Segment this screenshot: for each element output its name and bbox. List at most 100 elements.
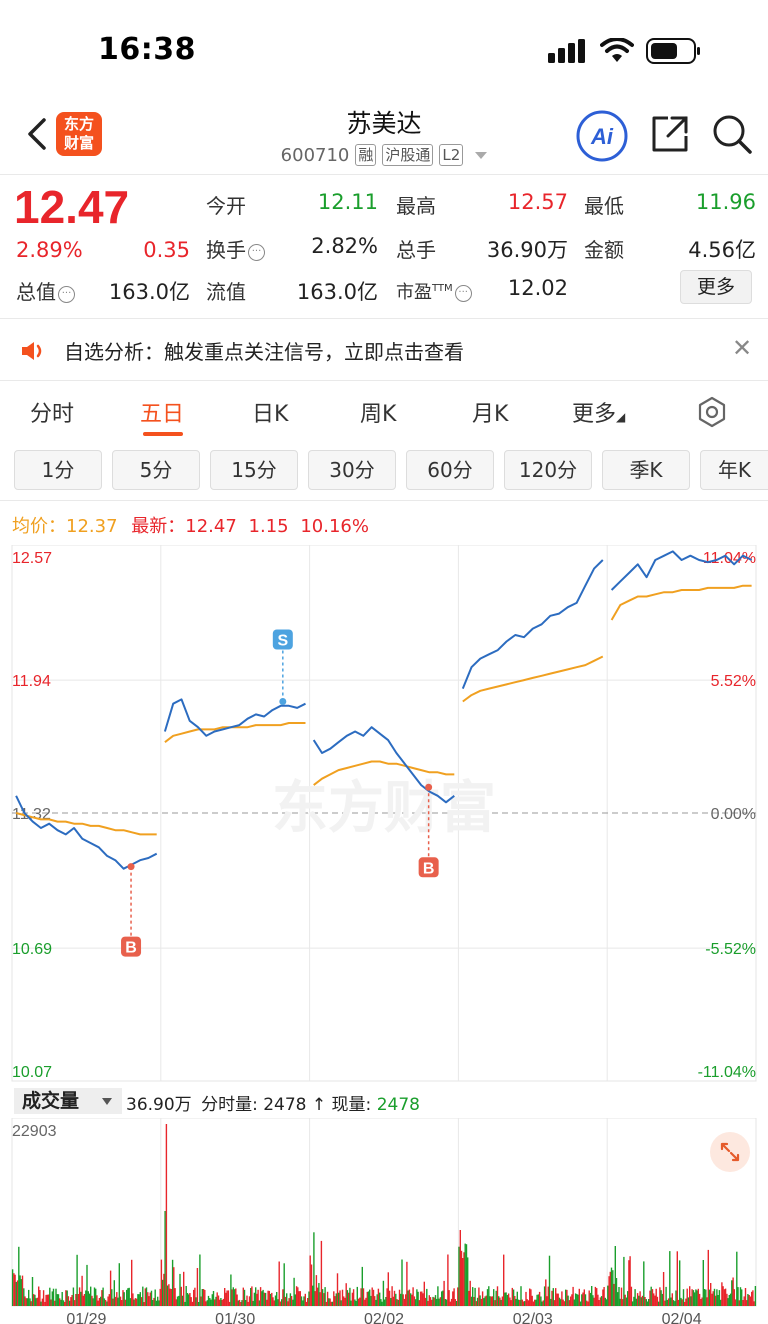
signal-label: B: [423, 860, 435, 877]
battery-icon: [646, 38, 700, 64]
tab-60min[interactable]: 60分: [406, 450, 494, 490]
app-logo[interactable]: 东方 财富: [56, 112, 102, 156]
price-line: [312, 726, 455, 804]
tab-30min[interactable]: 30分: [308, 450, 396, 490]
minute-tabs: 1分 5分 15分 30分 60分 120分 季K 年K: [0, 450, 768, 492]
amount-label: 金额: [584, 238, 624, 262]
indicator-select-label: 成交量: [22, 1090, 80, 1112]
back-arrow-icon[interactable]: [22, 114, 52, 154]
tab-120min[interactable]: 120分: [504, 450, 592, 490]
avg-price-line: [15, 812, 157, 836]
tab-more-label: 更多: [572, 402, 617, 427]
turnover-label[interactable]: 换手 ···: [206, 234, 265, 263]
y-tick-right: -11.04%: [698, 1064, 756, 1081]
y-tick-left: 10.07: [12, 1064, 52, 1081]
stock-code: 600710: [280, 144, 350, 166]
watermark: 东方财富: [272, 776, 496, 841]
info-icon[interactable]: ···: [58, 286, 75, 303]
quote-panel: 12.47 2.89% 0.35 今开 12.11 最高 12.57 最低 11…: [0, 176, 768, 318]
caret-icon: ◢: [616, 410, 626, 424]
gear-icon[interactable]: [696, 396, 728, 428]
market-cap-value: 163.0亿: [108, 280, 190, 304]
tab-five-day[interactable]: 五日: [140, 402, 185, 427]
signal-badge: [418, 857, 439, 878]
divider: [0, 318, 768, 319]
x-tick-day: 02/02: [364, 1311, 404, 1324]
signal-dot: [279, 698, 287, 706]
tab-intraday[interactable]: 分时: [30, 402, 75, 427]
volume-max-label: 22903: [12, 1123, 57, 1140]
tab-5min[interactable]: 5分: [112, 450, 200, 490]
indicator-select[interactable]: 成交量: [14, 1088, 122, 1114]
volume-total: 36.90万: [126, 1095, 192, 1115]
tab-year-k[interactable]: 年K: [700, 450, 768, 490]
tab-monthly-k[interactable]: 月K: [472, 402, 509, 427]
ai-assistant-icon[interactable]: Ai: [576, 110, 628, 162]
y-tick-right: 0.00%: [711, 806, 756, 823]
close-icon[interactable]: ✕: [732, 334, 753, 362]
change-amount: 0.35: [143, 238, 190, 262]
volume-label: 总手: [396, 238, 436, 262]
wifi-icon: [600, 38, 634, 62]
notice-banner[interactable]: 自选分析：触发重点关注信号，立即点击查看 ✕: [0, 320, 768, 380]
tab-weekly-k[interactable]: 周K: [360, 402, 397, 427]
turnover-label-text: 换手: [206, 238, 246, 262]
more-button[interactable]: 更多: [680, 270, 752, 304]
pe-label[interactable]: 市盈TTM ···: [396, 278, 472, 304]
chevron-down-icon: [102, 1098, 112, 1105]
tab-1min[interactable]: 1分: [14, 450, 102, 490]
current-volume-label: 现量:: [331, 1095, 372, 1115]
volume-chart-svg[interactable]: 22903 01/29 01/30 02/02 02/03 02/04: [0, 1117, 768, 1324]
price-line: [163, 698, 306, 737]
volume-chart[interactable]: 22903 01/29 01/30 02/02 02/03 02/04: [0, 1117, 768, 1324]
price-line: [15, 795, 158, 870]
info-icon[interactable]: ···: [248, 244, 265, 261]
nav-bar: 东方 财富 苏美达 600710 融 沪股通 L2 Ai: [0, 100, 768, 174]
x-tick-day: 02/03: [513, 1311, 553, 1324]
price-chart[interactable]: 12.57 11.04% 11.94 5.52% 11.32 0.00% 10.69 -5.5…: [0, 544, 768, 1085]
expand-chart-button[interactable]: [710, 1132, 750, 1172]
x-tick-day: 02/04: [662, 1311, 702, 1324]
signal-dot: [425, 783, 433, 791]
info-icon[interactable]: ···: [454, 285, 472, 302]
period-volume-label: 分时量:: [201, 1095, 258, 1115]
y-tick-left: 12.57: [12, 550, 52, 567]
low-value: 11.96: [695, 190, 756, 214]
expand-icon: [720, 1142, 740, 1162]
signal-label: B: [125, 940, 137, 957]
chevron-down-icon[interactable]: [475, 151, 488, 159]
share-icon[interactable]: [648, 112, 692, 156]
search-icon[interactable]: [710, 112, 754, 156]
tab-quarter-k[interactable]: 季K: [602, 450, 690, 490]
price-line: [461, 559, 604, 689]
stock-name: 苏美达: [346, 109, 422, 138]
latest-value: 12.47: [185, 516, 237, 537]
market-cap-label[interactable]: 总值 ···: [16, 276, 75, 305]
chart-legend: 均价：12.37 最新：12.47 1.15 10.16%: [12, 512, 369, 538]
pe-superscript: TTM: [432, 283, 453, 294]
signal-label: S: [277, 633, 288, 650]
stock-subtitle[interactable]: 600710 融 沪股通 L2: [0, 144, 768, 166]
price-chart-svg[interactable]: 12.57 11.04%11.94 5.52%11.32 0.00%10.69 -5.5…: [0, 544, 768, 1085]
divider: [0, 500, 768, 501]
speaker-icon: [22, 342, 42, 360]
tab-15min[interactable]: 15分: [210, 450, 298, 490]
open-value: 12.11: [317, 190, 378, 214]
current-price: 12.47: [14, 181, 130, 233]
avg-price-line: [610, 584, 752, 621]
tab-more[interactable]: 更多◢: [572, 396, 625, 428]
signal-dot: [127, 863, 135, 871]
y-tick-right: -5.52%: [705, 941, 756, 958]
y-tick-right: 5.52%: [711, 673, 756, 690]
level2-tag: L2: [439, 144, 464, 166]
tab-daily-k[interactable]: 日K: [252, 402, 289, 427]
x-tick-day: 01/30: [215, 1311, 255, 1324]
status-icons: [548, 38, 702, 64]
market-cap-label-text: 总值: [16, 280, 56, 304]
latest-percent: 10.16%: [300, 516, 369, 537]
avg-price-line: [164, 722, 306, 743]
period-volume-value: 2478: [263, 1095, 307, 1115]
divider: [0, 380, 768, 381]
status-time: 16:38: [98, 32, 196, 67]
signal-icon: [548, 39, 585, 63]
